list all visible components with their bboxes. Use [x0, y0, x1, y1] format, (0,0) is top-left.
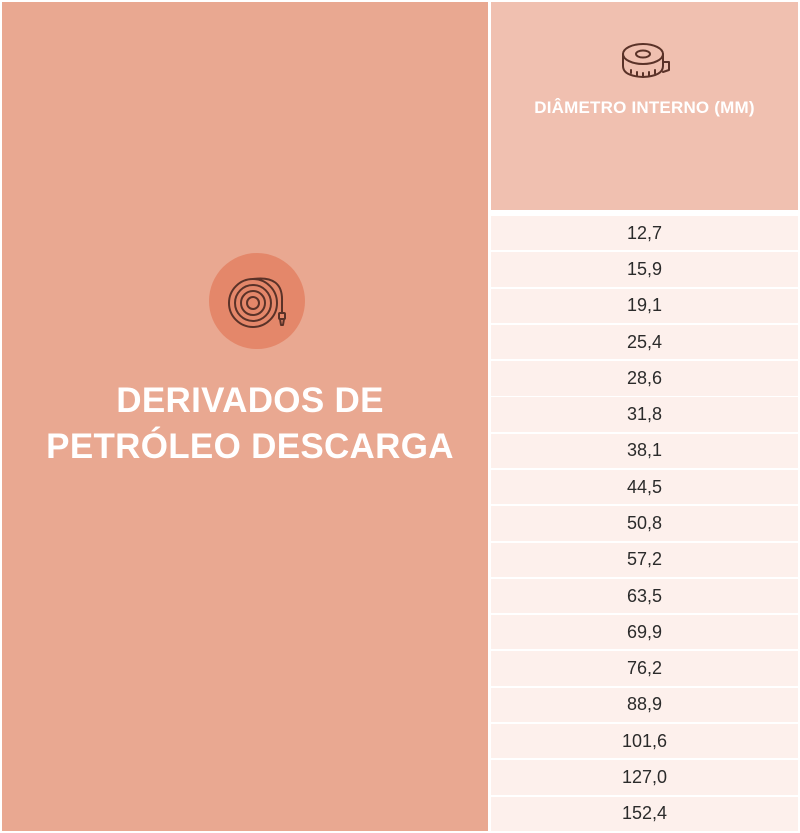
diameter-row: 152,4 [491, 796, 798, 831]
hose-reel-icon [228, 277, 286, 328]
diameter-row: 44,5 [491, 469, 798, 505]
diameter-row: 76,2 [491, 651, 798, 686]
category-title-line2: PETRÓLEO DESCARGA [46, 427, 454, 466]
diameter-row: 69,9 [491, 615, 798, 650]
diameter-column: DIÂMETRO INTERNO (MM) 12,7 15,9 19,1 25,4 28… [491, 2, 798, 831]
diameter-row: 101,6 [491, 723, 798, 759]
diameter-row: 63,5 [491, 578, 798, 614]
column-header-label: DIÂMETRO INTERNO (MM) [534, 98, 755, 117]
diameter-row: 50,8 [491, 506, 798, 541]
measuring-tape-icon [622, 43, 670, 78]
hose-badge [209, 253, 305, 349]
category-title: DERIVADOS DE PETRÓLEO DESCARGA [2, 378, 498, 470]
diameter-row: 25,4 [491, 324, 798, 360]
column-header: DIÂMETRO INTERNO (MM) [491, 2, 798, 210]
diameter-row: 19,1 [491, 288, 798, 323]
diameter-row: 28,6 [491, 361, 798, 396]
diameter-row: 88,9 [491, 687, 798, 723]
diameter-row: 38,1 [491, 433, 798, 469]
category-panel: DERIVADOS DE PETRÓLEO DESCARGA [2, 2, 488, 831]
diameter-row: 12,7 [491, 216, 798, 251]
category-title-line1: DERIVADOS DE [116, 381, 384, 420]
diameter-row: 31,8 [491, 397, 798, 432]
diameter-row: 15,9 [491, 252, 798, 287]
diameter-row: 127,0 [491, 760, 798, 795]
diameter-list: 12,7 15,9 19,1 25,4 28,6 31,8 38,1 44,5 50,8 57,2… [491, 216, 798, 833]
diameter-row: 57,2 [491, 542, 798, 577]
